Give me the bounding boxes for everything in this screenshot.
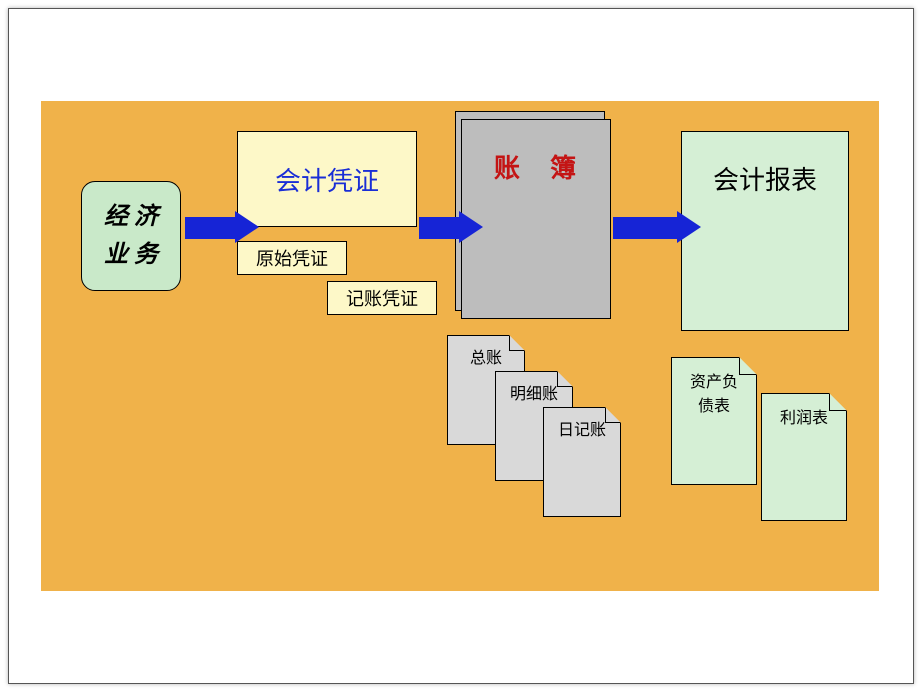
arrow-3-shaft (613, 217, 677, 239)
node-report-sub1-line1: 资产负 (672, 368, 756, 392)
node-report: 会计报表 (681, 131, 849, 331)
arrow-3 (613, 211, 701, 245)
arrow-2-head (459, 211, 483, 243)
node-report-sub2: 利润表 (761, 393, 847, 521)
node-report-sub1: 资产负债表 (671, 357, 757, 485)
node-economy: 经 济业 务 (81, 181, 181, 291)
node-ledger-sub1-label: 总账 (448, 344, 524, 368)
arrow-1-head (235, 211, 259, 243)
node-ledger-sub2-label: 明细账 (496, 380, 572, 404)
arrow-2-shaft (419, 217, 459, 239)
node-voucher-sub2: 记账凭证 (327, 281, 437, 315)
node-report-sub1-line2: 债表 (672, 392, 756, 416)
node-ledger-sub3: 日记账 (543, 407, 621, 517)
node-ledger: 账 簿 (461, 119, 611, 319)
arrow-2 (419, 211, 483, 245)
arrow-1 (185, 211, 259, 245)
arrow-3-head (677, 211, 701, 243)
arrow-1-shaft (185, 217, 235, 239)
node-voucher-sub1: 原始凭证 (237, 241, 347, 275)
node-voucher: 会计凭证 (237, 131, 417, 227)
node-report-sub2-label: 利润表 (762, 404, 846, 428)
node-ledger-sub3-label: 日记账 (544, 416, 620, 440)
slide-outer: 经 济业 务会计凭证原始凭证记账凭证账 簿总账明细账日记账会计报表资产负债表利润… (8, 8, 914, 684)
diagram-canvas: 经 济业 务会计凭证原始凭证记账凭证账 簿总账明细账日记账会计报表资产负债表利润… (41, 101, 879, 591)
node-economy-line2: 业 务 (82, 236, 180, 274)
node-economy-line1: 经 济 (82, 198, 180, 236)
